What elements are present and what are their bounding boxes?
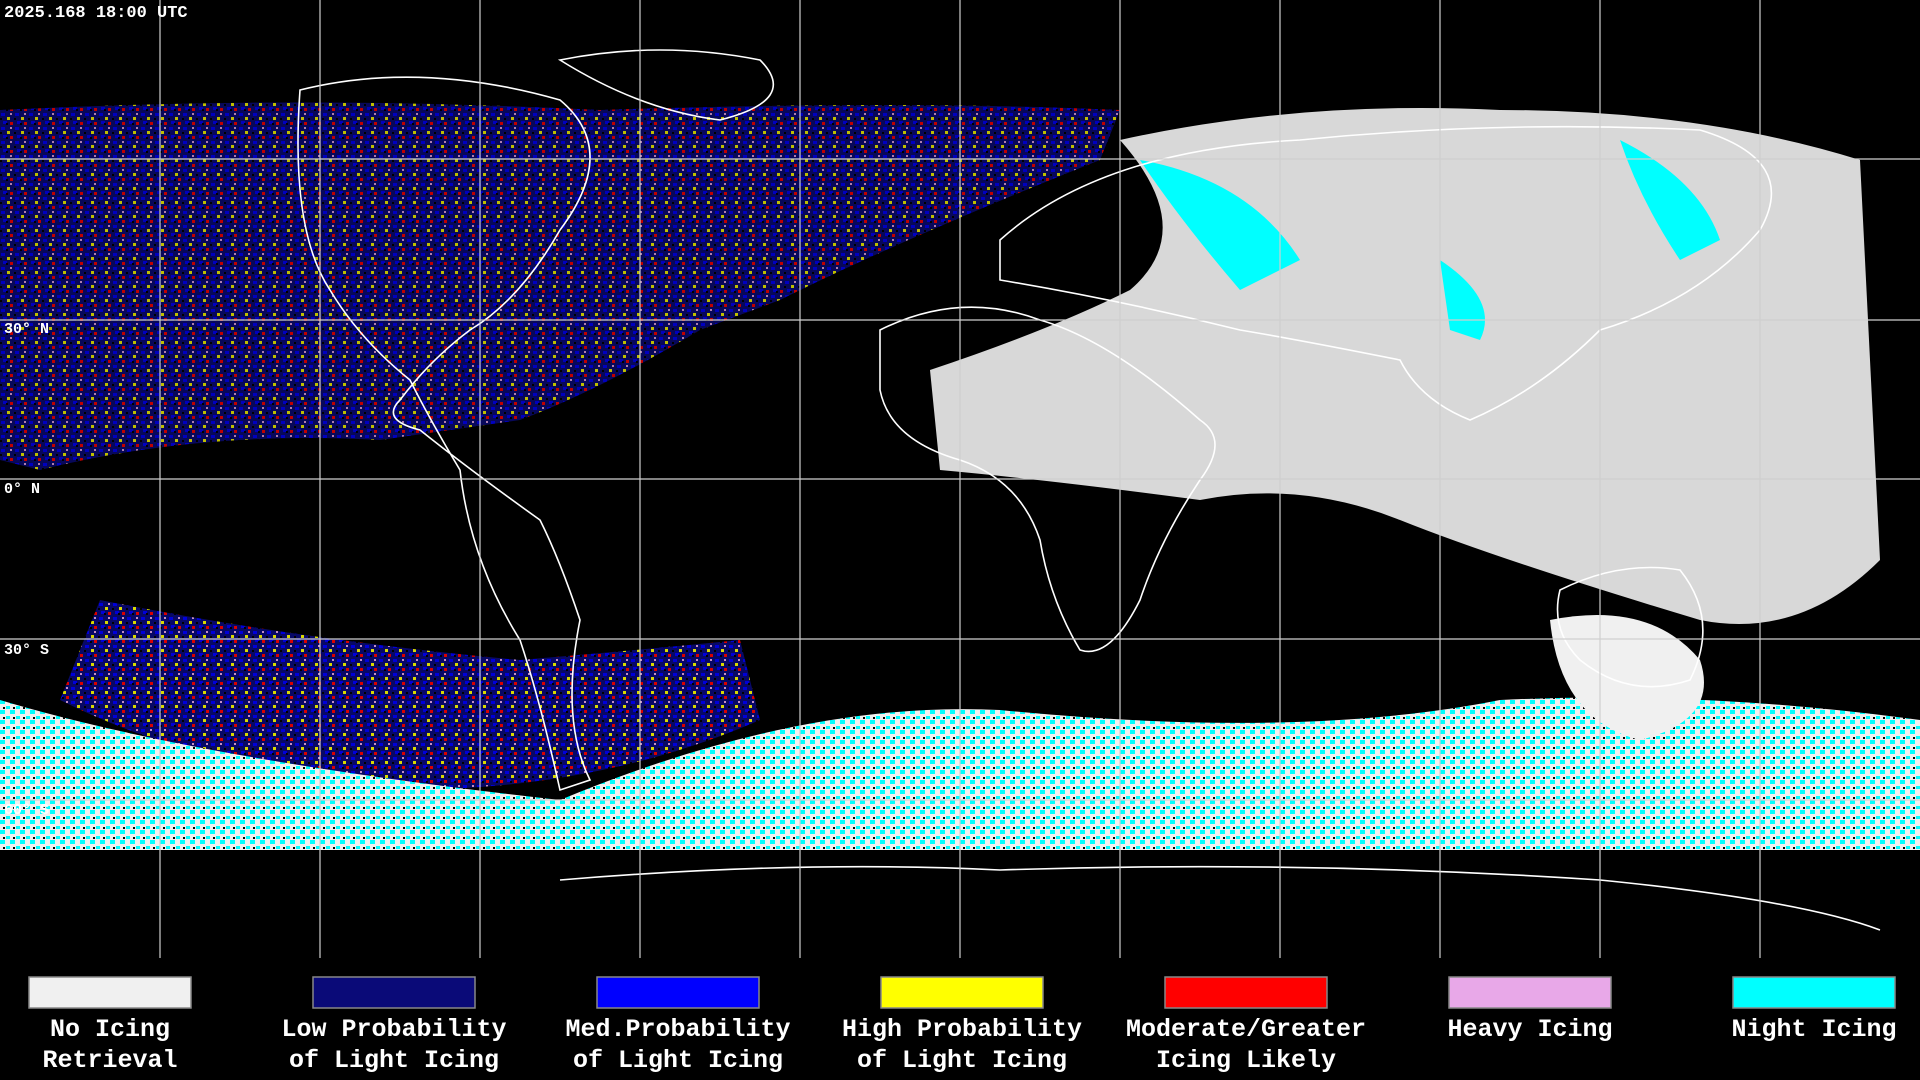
legend-label: of Light Icing: [857, 1046, 1067, 1075]
legend-swatch: [1448, 976, 1612, 1009]
legend-label: Med.Probability: [565, 1015, 790, 1044]
greenland-outline: [557, 49, 775, 121]
africa-outline: [879, 306, 1216, 653]
legend-swatch: [312, 976, 476, 1009]
cloud-field-east: [930, 108, 1880, 624]
antarctica-outline: [559, 865, 1881, 931]
legend-label: No Icing: [50, 1015, 170, 1044]
graticule: [0, 0, 1920, 958]
latitude-label: 30° S: [4, 642, 49, 659]
eurasia-outline: [999, 125, 1773, 421]
legend-label: Night Icing: [1731, 1015, 1896, 1044]
americas-outline: [297, 76, 592, 792]
australia-outline: [1556, 566, 1704, 688]
latitude-label: 30° N: [4, 321, 49, 338]
icing-field-north: [0, 102, 1120, 470]
legend-swatch: [880, 976, 1044, 1009]
coastlines: [297, 49, 1881, 931]
timestamp: 2025.168 18:00 UTC: [4, 4, 188, 23]
legend-label: Icing Likely: [1156, 1046, 1336, 1075]
map-area: 2025.168 18:00 UTC 30° N 0° N 30° S 60° S: [0, 0, 1920, 958]
legend-label: Moderate/Greater: [1126, 1015, 1366, 1044]
legend-swatch: [1164, 976, 1328, 1009]
legend-label: Low Probability: [281, 1015, 506, 1044]
night-icing-east: [1140, 140, 1720, 340]
legend-swatch: [28, 976, 192, 1009]
latitude-labels: 30° N 0° N 30° S 60° S: [4, 321, 49, 819]
latitude-label: 60° S: [4, 802, 49, 819]
legend-label: of Light Icing: [573, 1046, 783, 1075]
legend-swatch: [1732, 976, 1896, 1009]
legend-label: of Light Icing: [289, 1046, 499, 1075]
legend-label: Retrieval: [42, 1046, 177, 1075]
cloud-swirl: [1550, 615, 1704, 740]
legend-label: High Probability: [842, 1015, 1082, 1044]
latitude-label: 0° N: [4, 481, 40, 498]
legend-swatch: [596, 976, 760, 1009]
icing-field-south: [60, 600, 760, 790]
legend-label: Heavy Icing: [1447, 1015, 1612, 1044]
